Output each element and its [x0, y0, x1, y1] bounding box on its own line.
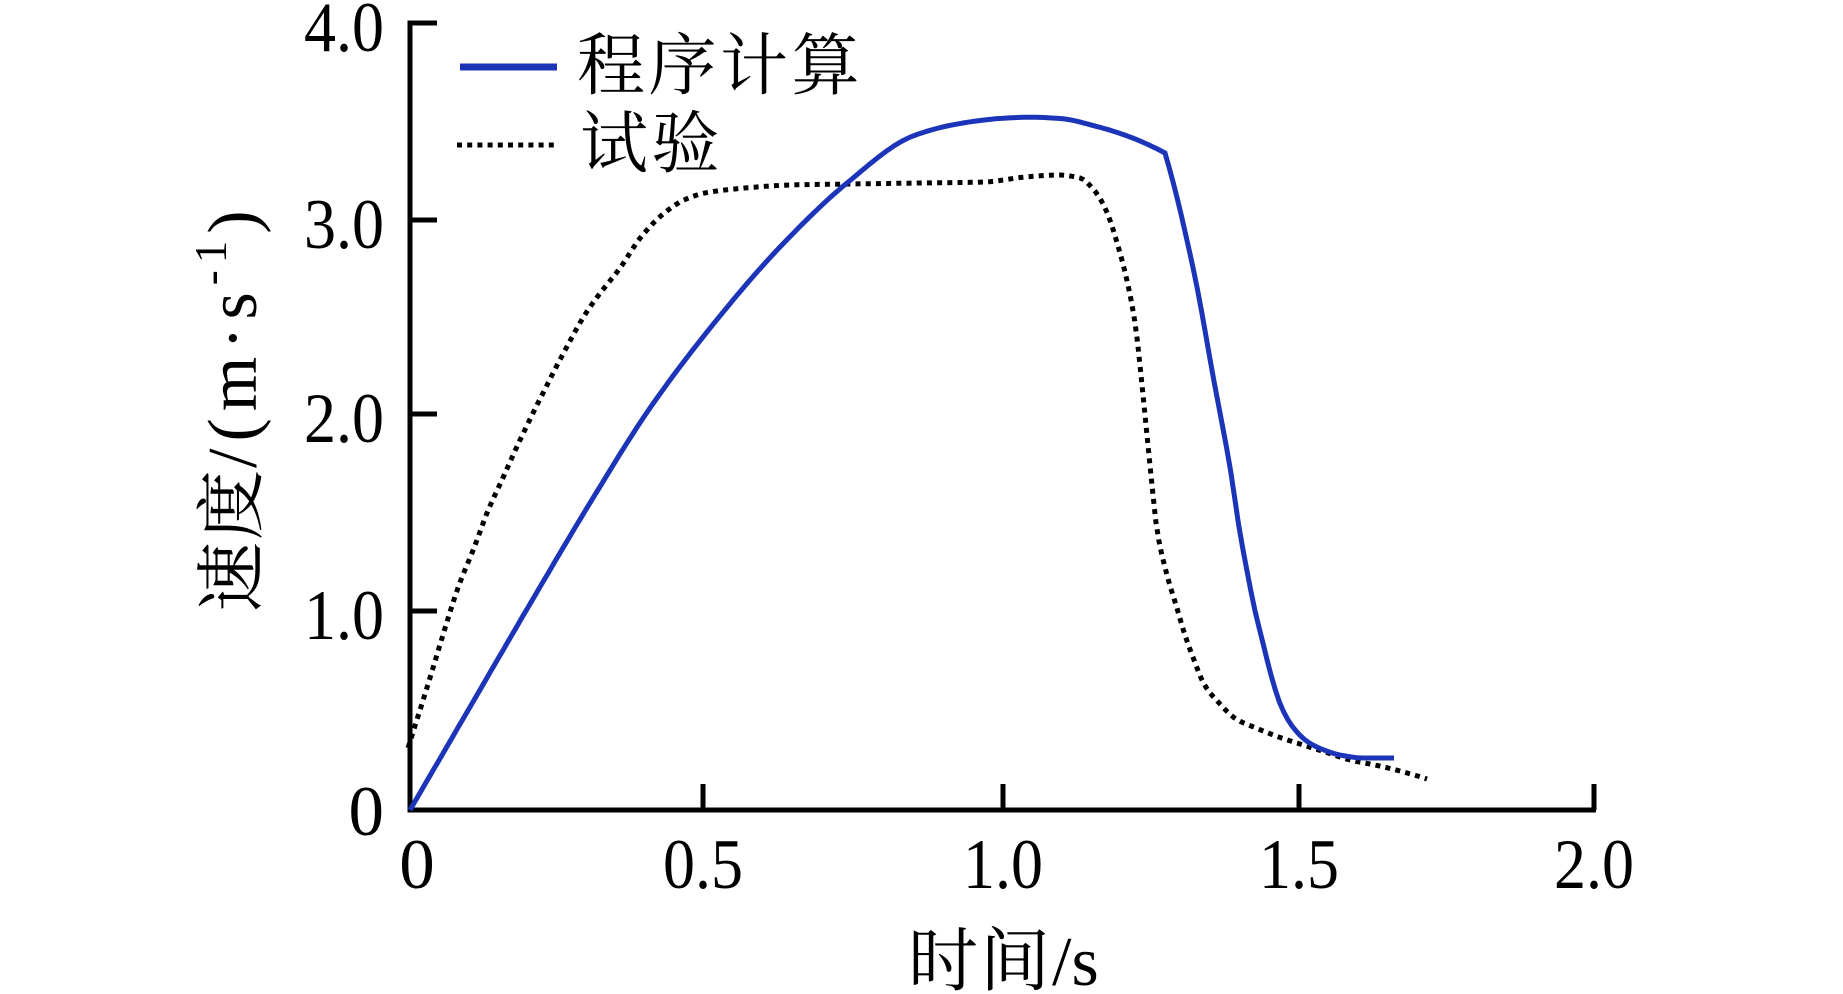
svg-text:1.0: 1.0 [304, 577, 384, 655]
svg-text:/s: /s [1052, 924, 1099, 994]
svg-text:4.0: 4.0 [304, 0, 384, 67]
svg-text:2.0: 2.0 [1554, 826, 1634, 904]
svg-text:0.5: 0.5 [663, 826, 743, 904]
svg-text:1.5: 1.5 [1259, 826, 1339, 904]
svg-text:1.0: 1.0 [963, 826, 1043, 904]
svg-text:3.0: 3.0 [304, 186, 384, 264]
svg-text:2.0: 2.0 [304, 380, 384, 458]
svg-text:0: 0 [349, 773, 385, 851]
svg-text:0: 0 [399, 826, 435, 904]
